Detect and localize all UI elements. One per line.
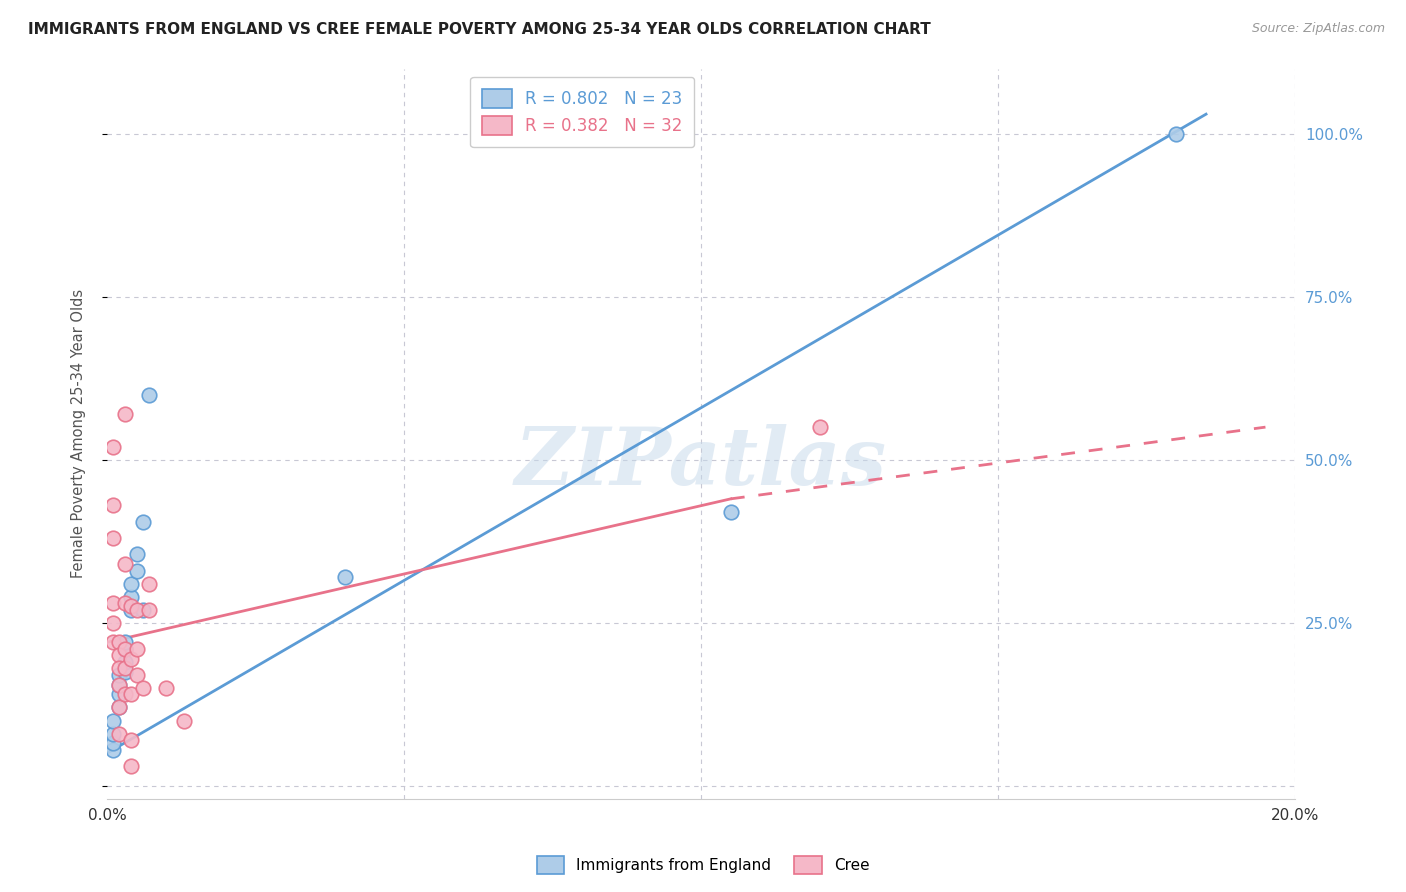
Point xyxy=(173,714,195,728)
Point xyxy=(114,641,136,656)
Point xyxy=(120,733,142,747)
Y-axis label: Female Poverty Among 25-34 Year Olds: Female Poverty Among 25-34 Year Olds xyxy=(72,289,86,578)
Text: Source: ZipAtlas.com: Source: ZipAtlas.com xyxy=(1251,22,1385,36)
Point xyxy=(114,665,136,679)
Point xyxy=(108,726,131,740)
Point xyxy=(138,387,160,401)
Point xyxy=(101,531,124,545)
Point xyxy=(108,688,131,702)
Point xyxy=(114,661,136,675)
Point xyxy=(333,570,356,584)
Point xyxy=(120,602,142,616)
Point xyxy=(132,515,155,529)
Point xyxy=(120,599,142,614)
Point xyxy=(1166,127,1188,141)
Point xyxy=(120,590,142,604)
Point xyxy=(138,576,160,591)
Point xyxy=(120,576,142,591)
Point xyxy=(120,651,142,665)
Point xyxy=(101,440,124,454)
Legend: R = 0.802   N = 23, R = 0.382   N = 32: R = 0.802 N = 23, R = 0.382 N = 32 xyxy=(470,77,695,147)
Point xyxy=(120,759,142,773)
Point xyxy=(114,557,136,571)
Point xyxy=(125,547,148,561)
Point xyxy=(132,602,155,616)
Point xyxy=(108,668,131,682)
Point xyxy=(101,615,124,630)
Point xyxy=(108,648,131,663)
Point xyxy=(132,681,155,695)
Point xyxy=(125,564,148,578)
Point xyxy=(108,700,131,714)
Point xyxy=(720,505,742,519)
Point xyxy=(114,655,136,669)
Point xyxy=(101,736,124,750)
Point xyxy=(101,743,124,757)
Point xyxy=(108,678,131,692)
Point xyxy=(114,596,136,610)
Point xyxy=(101,726,124,740)
Point xyxy=(108,635,131,649)
Point xyxy=(125,668,148,682)
Point xyxy=(101,596,124,610)
Point xyxy=(108,700,131,714)
Point xyxy=(125,641,148,656)
Point xyxy=(101,499,124,513)
Point xyxy=(125,602,148,616)
Point xyxy=(101,714,124,728)
Point xyxy=(808,420,831,434)
Point xyxy=(155,681,177,695)
Text: ZIPatlas: ZIPatlas xyxy=(515,424,887,501)
Point xyxy=(108,678,131,692)
Point xyxy=(101,635,124,649)
Point xyxy=(108,661,131,675)
Point xyxy=(120,688,142,702)
Point xyxy=(114,641,136,656)
Point xyxy=(138,602,160,616)
Point xyxy=(114,407,136,421)
Point xyxy=(114,635,136,649)
Legend: Immigrants from England, Cree: Immigrants from England, Cree xyxy=(530,850,876,880)
Text: IMMIGRANTS FROM ENGLAND VS CREE FEMALE POVERTY AMONG 25-34 YEAR OLDS CORRELATION: IMMIGRANTS FROM ENGLAND VS CREE FEMALE P… xyxy=(28,22,931,37)
Point xyxy=(114,688,136,702)
